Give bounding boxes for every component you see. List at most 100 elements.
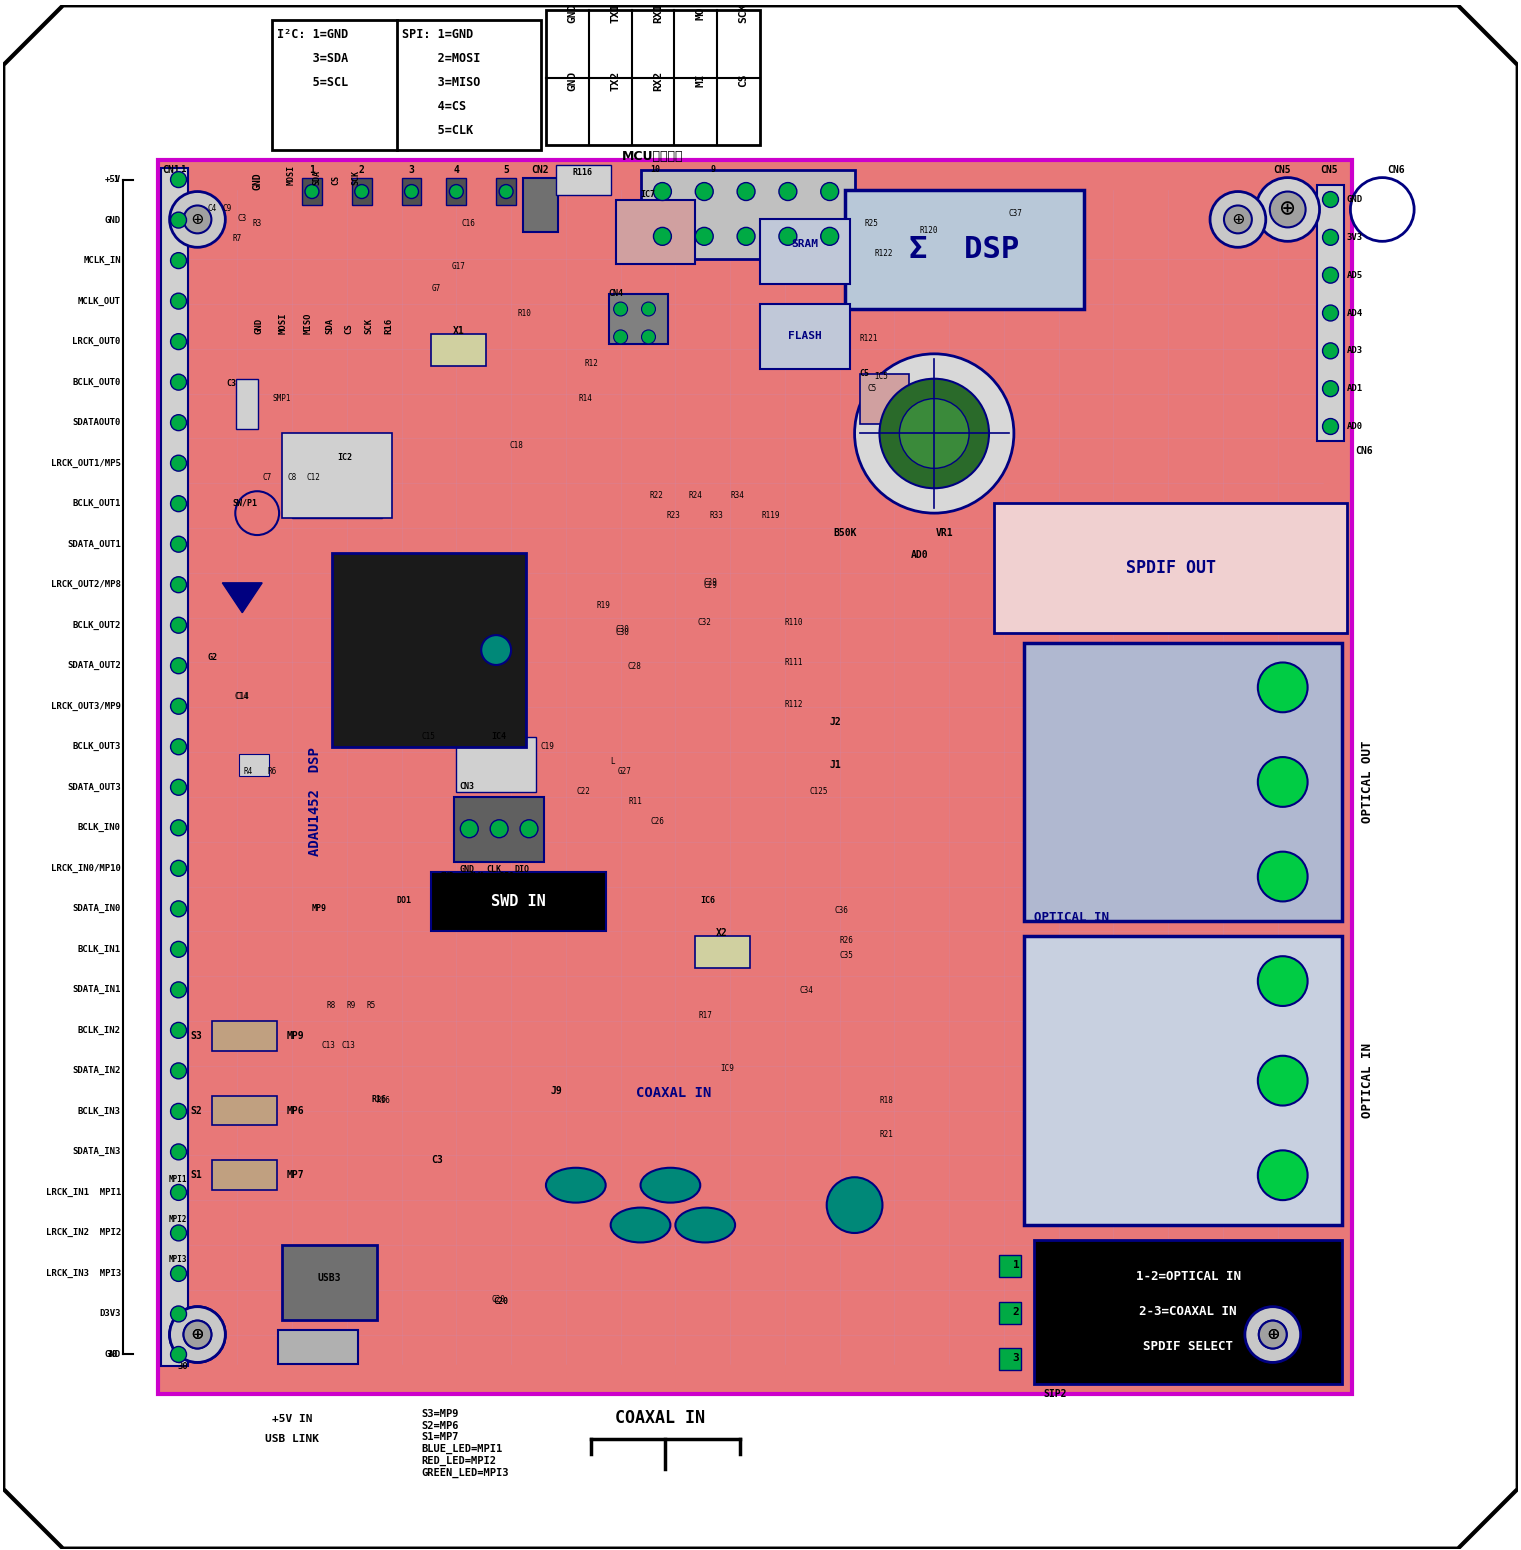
Text: L: L bbox=[610, 756, 616, 766]
Text: CS: CS bbox=[739, 74, 748, 87]
Text: 1: 1 bbox=[309, 164, 315, 175]
Bar bbox=[272, 20, 541, 150]
Text: C29: C29 bbox=[703, 578, 716, 587]
Text: SCK: SCK bbox=[739, 3, 748, 23]
Text: SCK: SCK bbox=[351, 169, 360, 184]
Text: VR1: VR1 bbox=[935, 529, 954, 538]
Circle shape bbox=[170, 1104, 187, 1119]
Circle shape bbox=[821, 228, 838, 245]
Circle shape bbox=[899, 398, 969, 468]
Text: BCLK_OUT3: BCLK_OUT3 bbox=[73, 742, 120, 752]
Text: OPTICAL IN: OPTICAL IN bbox=[1034, 911, 1109, 924]
Text: R121: R121 bbox=[859, 333, 878, 343]
Text: 1-2=OPTICAL IN: 1-2=OPTICAL IN bbox=[1136, 1269, 1241, 1283]
Text: SDATAOUT0: SDATAOUT0 bbox=[73, 418, 120, 428]
Text: CN5: CN5 bbox=[1320, 164, 1338, 175]
Text: C34: C34 bbox=[800, 986, 814, 995]
Text: AD0: AD0 bbox=[1346, 422, 1363, 431]
Text: CN4: CN4 bbox=[608, 290, 624, 298]
Text: SDATA_IN0: SDATA_IN0 bbox=[73, 904, 120, 913]
Circle shape bbox=[170, 577, 187, 592]
Polygon shape bbox=[3, 5, 1518, 1548]
Text: R11: R11 bbox=[628, 797, 642, 806]
Bar bbox=[1024, 643, 1343, 921]
Text: MP6: MP6 bbox=[287, 1105, 304, 1116]
Text: S3: S3 bbox=[190, 1031, 202, 1042]
Text: SDATA_IN2: SDATA_IN2 bbox=[73, 1066, 120, 1076]
Text: S1: S1 bbox=[190, 1170, 202, 1180]
Text: 3: 3 bbox=[409, 164, 414, 175]
Circle shape bbox=[1258, 956, 1308, 1006]
Text: C3: C3 bbox=[227, 378, 236, 388]
Circle shape bbox=[169, 192, 225, 248]
Circle shape bbox=[461, 820, 478, 837]
Text: OPTICAL OUT: OPTICAL OUT bbox=[1361, 741, 1373, 823]
Circle shape bbox=[1323, 343, 1338, 358]
Text: G2: G2 bbox=[207, 653, 218, 662]
Text: 3: 3 bbox=[1013, 1353, 1019, 1364]
Circle shape bbox=[879, 378, 989, 488]
Text: DIO: DIO bbox=[514, 865, 529, 874]
Text: 1: 1 bbox=[179, 164, 186, 174]
Text: AD1: AD1 bbox=[1346, 384, 1363, 394]
Text: R14: R14 bbox=[580, 394, 593, 403]
Text: BCLK_IN0: BCLK_IN0 bbox=[78, 823, 120, 832]
Text: X1: X1 bbox=[452, 326, 464, 336]
Text: R16: R16 bbox=[385, 318, 394, 333]
Text: GND: GND bbox=[105, 1350, 120, 1359]
Bar bbox=[640, 169, 855, 259]
Text: R12: R12 bbox=[584, 358, 599, 367]
Circle shape bbox=[1258, 1150, 1308, 1200]
Text: LRCK_OUT3/MP9: LRCK_OUT3/MP9 bbox=[50, 702, 120, 711]
Text: R5: R5 bbox=[367, 1001, 376, 1011]
Circle shape bbox=[170, 657, 187, 674]
Circle shape bbox=[654, 228, 671, 245]
Circle shape bbox=[170, 1023, 187, 1038]
Bar bbox=[608, 294, 668, 344]
Text: G27: G27 bbox=[618, 767, 631, 777]
Text: MPI1: MPI1 bbox=[169, 1175, 187, 1184]
Text: R21: R21 bbox=[879, 1130, 893, 1139]
Text: 30: 30 bbox=[176, 1362, 189, 1372]
Text: COAXAL IN: COAXAL IN bbox=[636, 1085, 710, 1099]
Circle shape bbox=[613, 330, 628, 344]
Text: C7: C7 bbox=[262, 473, 271, 482]
Text: ⊕: ⊕ bbox=[192, 209, 204, 229]
Text: C32: C32 bbox=[697, 618, 712, 626]
Circle shape bbox=[520, 820, 538, 837]
Text: B50K: B50K bbox=[834, 529, 856, 538]
Text: G7: G7 bbox=[432, 284, 441, 293]
Text: ADAU1452  DSP: ADAU1452 DSP bbox=[307, 747, 322, 856]
Text: 4=CS: 4=CS bbox=[402, 99, 465, 113]
Circle shape bbox=[306, 184, 319, 198]
Text: CN6: CN6 bbox=[1387, 164, 1405, 175]
Circle shape bbox=[170, 1224, 187, 1242]
Text: C22: C22 bbox=[576, 787, 590, 797]
Text: C14: C14 bbox=[234, 693, 248, 701]
Text: MPI3: MPI3 bbox=[169, 1256, 187, 1263]
Text: 1: 1 bbox=[1013, 1260, 1019, 1269]
Text: CS: CS bbox=[345, 322, 354, 333]
Text: LRCK_IN1  MPI1: LRCK_IN1 MPI1 bbox=[46, 1187, 120, 1197]
Bar bbox=[213, 1021, 277, 1051]
Text: R26: R26 bbox=[840, 936, 853, 945]
Text: ⊕: ⊕ bbox=[1281, 197, 1296, 222]
Text: 2: 2 bbox=[359, 164, 365, 175]
Circle shape bbox=[169, 1307, 225, 1362]
Circle shape bbox=[1244, 1307, 1300, 1362]
Bar bbox=[432, 333, 487, 366]
Text: C19: C19 bbox=[541, 742, 555, 752]
Text: J2: J2 bbox=[829, 718, 841, 727]
Circle shape bbox=[1244, 1307, 1300, 1362]
Ellipse shape bbox=[610, 1207, 671, 1243]
Bar bbox=[523, 178, 558, 232]
Text: R34: R34 bbox=[730, 491, 744, 501]
Bar bbox=[546, 11, 760, 144]
Circle shape bbox=[405, 184, 418, 198]
Text: MCU接口引出: MCU接口引出 bbox=[622, 150, 684, 163]
Text: SIP2: SIP2 bbox=[1043, 1389, 1068, 1400]
Circle shape bbox=[170, 1144, 187, 1159]
Text: C9: C9 bbox=[222, 205, 231, 214]
Text: MOSI: MOSI bbox=[278, 313, 287, 333]
Circle shape bbox=[1258, 851, 1308, 902]
